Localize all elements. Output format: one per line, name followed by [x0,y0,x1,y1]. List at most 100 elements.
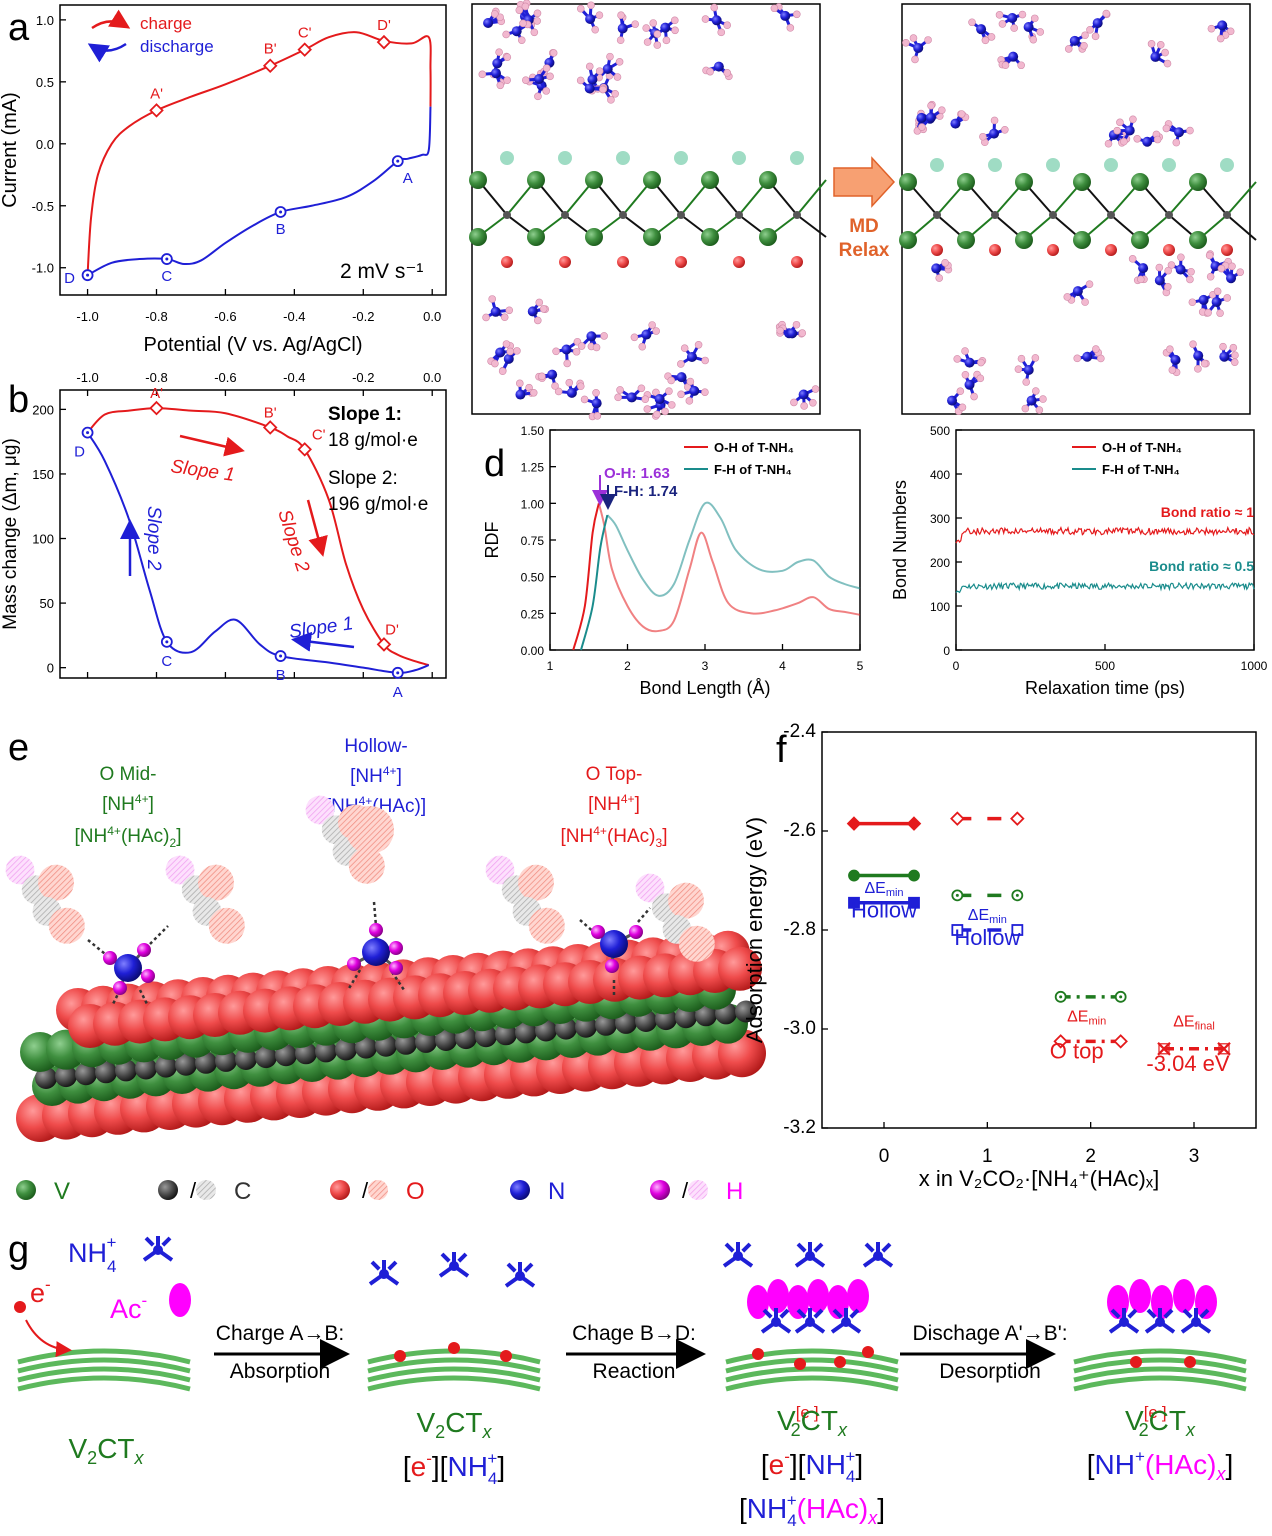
y-tick-label: 0.25 [521,607,545,621]
nh4-icon [873,1251,883,1261]
y-tick-label: -2.4 [783,721,816,742]
nh4-cluster-h [958,403,967,412]
point-B' [262,58,278,73]
otop-label: O top [1050,1039,1104,1064]
legend-element-O: O [406,1178,425,1205]
nh4-cluster-h [770,4,779,13]
x-tick-label: -0.6 [214,309,236,324]
nh4-leg [813,1308,824,1319]
nh4-cluster-h [641,395,650,404]
nh4-cluster-h [677,360,685,368]
nh4-cluster-h [613,73,622,81]
nh4-cluster-h [542,87,551,95]
o-atom [989,244,1001,256]
nh4-cluster-h [671,26,679,35]
legend-element-C: C [234,1178,251,1205]
nh4-cluster-h [1030,14,1039,23]
electron-icon [394,1350,406,1362]
nh4-label: NH4+ [68,1233,116,1276]
nh4-cluster-h [1102,9,1111,18]
c-atom [1049,211,1057,219]
point-A' [149,400,164,416]
acetate-icon [1151,1285,1173,1319]
electron-icon [14,1301,26,1313]
nh4-cluster-h [776,326,784,335]
nh4-cluster-h [1236,268,1245,276]
nh4-hac-adsorbates [5,795,715,1007]
nh4-cluster-h [1216,34,1225,43]
o-atom [1047,244,1059,256]
v-atom [643,228,661,246]
panel-label-a: a [8,7,30,49]
nh4-cluster-h [617,11,625,20]
nh4-cluster-h [987,33,996,41]
mxene-layer [1073,1348,1247,1365]
nh4-cluster-n [483,18,494,29]
point-label: C [161,653,172,670]
y-tick-label: 1.00 [521,497,545,511]
point-label: D [64,270,75,287]
nh4-cluster-h [990,116,999,125]
point-A-dot [396,671,400,675]
nh4-cluster-h [790,398,798,407]
hollow-line1: Hollow- [344,736,407,757]
y-tick-label: 200 [32,402,54,417]
nh4-cluster-h [995,11,1004,19]
nh4-cluster-n [787,328,798,339]
mxene-layer [1073,1366,1247,1383]
electron-icon [500,1350,512,1362]
o-atom [1221,244,1233,256]
step3-top: Dischage A'→B': [912,1322,1067,1345]
nh4-cluster-h [607,96,615,104]
nh4-cluster-h [685,397,694,405]
nh4-leg [440,1252,451,1263]
nh4-cluster-h [1217,264,1226,273]
acetate-icon [767,1279,789,1313]
nh4-cluster-n [1175,264,1186,275]
v-atom [527,171,545,189]
nh4-leg [762,1308,773,1319]
c-atom [575,1015,597,1038]
nh4-cluster-h [1036,28,1045,36]
nh4-cluster-h [1228,262,1236,271]
nh4-cluster-h [701,15,710,23]
nh4-cluster-h [979,132,987,141]
nh4-icon [805,1317,815,1327]
o-atom [559,256,571,268]
nh4-cluster-h [1194,365,1202,373]
nh4-cluster-h [530,28,539,37]
nh4-cluster-h [956,387,965,396]
nh4-cluster-h [1097,354,1105,363]
mechanism-scheme [14,1236,1247,1392]
c-atom [195,1051,217,1074]
point-D-dot [86,431,90,435]
electron-icon [834,1356,846,1368]
nh4-cluster-h [587,1,595,10]
nh4-cluster-h [637,384,646,393]
nh4-cluster-h [935,274,944,282]
y-tick-label: 400 [930,468,950,482]
nh4-cluster-h [701,356,709,365]
c-atom [735,211,743,219]
x-tick-label: 0 [953,659,960,673]
state3-species-1: [e-][NH4+] [761,1447,863,1486]
nh4-cluster-h [786,24,795,32]
nh4-cluster-h [1163,59,1172,68]
x-axis-label: Bond Length (Å) [639,678,770,698]
hollow-label-0: Hollow [851,898,917,923]
nh4-cluster-n [585,14,596,25]
nh4-cluster-n [511,26,522,37]
v-atom [1073,231,1091,249]
x-tick-label: 1000 [1241,659,1268,673]
c-atom [335,1038,357,1061]
nh4-cluster-n [1142,136,1153,147]
level-marker [848,896,860,909]
y-tick-label: 300 [930,512,950,526]
nh4-cluster-h [498,367,507,375]
v-atom [1189,231,1207,249]
f-atom [988,158,1002,172]
y-tick-label: 0.00 [521,644,545,658]
f-atom [1046,158,1060,172]
nh4-cluster-h [1230,358,1239,366]
nh4-cluster-n [686,351,697,362]
